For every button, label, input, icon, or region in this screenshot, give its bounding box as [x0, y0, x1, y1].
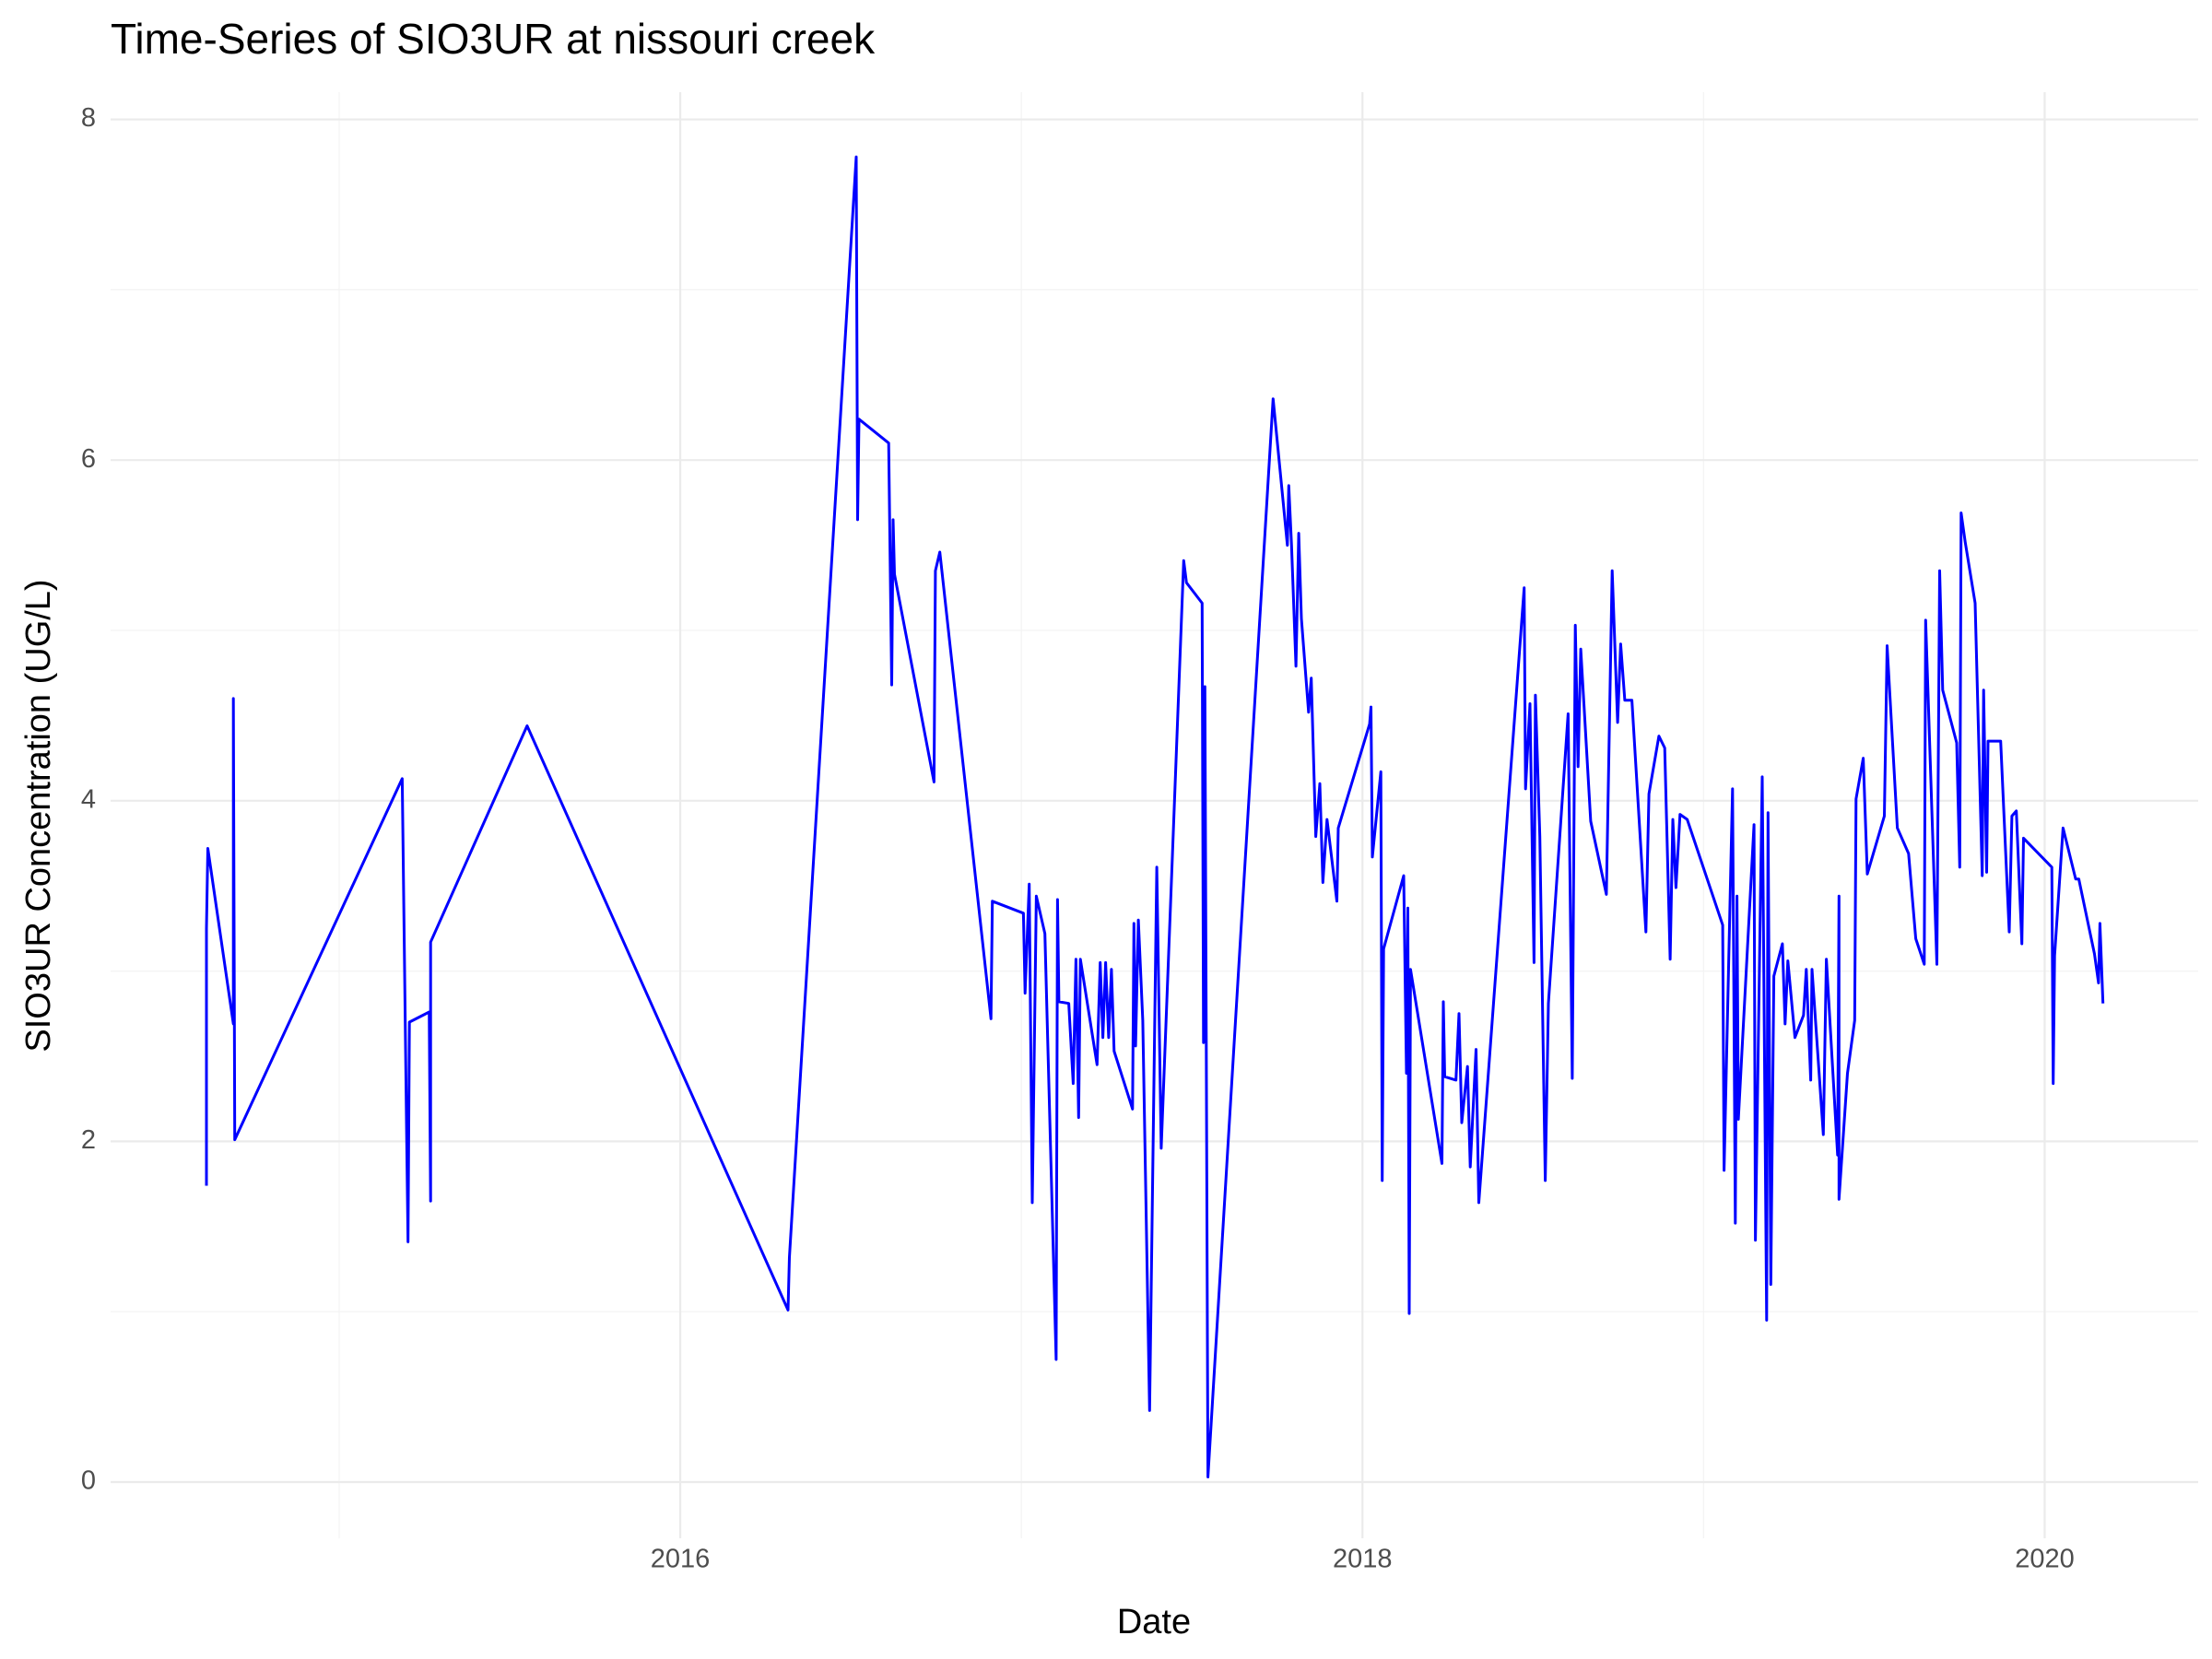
y-tick-label: 4	[81, 784, 96, 814]
y-tick-label: 2	[81, 1125, 96, 1155]
y-axis-title: SIO3UR Concentration (UG/L)	[19, 579, 58, 1052]
x-tick-label: 2016	[651, 1545, 711, 1574]
chart-title: Time-Series of SIO3UR at nissouri creek	[111, 15, 876, 63]
x-axis-title: Date	[1117, 1603, 1191, 1641]
data-line	[205, 155, 2105, 1478]
x-tick-label: 2018	[1333, 1545, 1393, 1574]
y-tick-label: 8	[81, 103, 96, 133]
y-tick-label: 0	[81, 1466, 96, 1496]
x-tick-label: 2020	[2015, 1545, 2075, 1574]
y-tick-label: 6	[81, 444, 96, 474]
